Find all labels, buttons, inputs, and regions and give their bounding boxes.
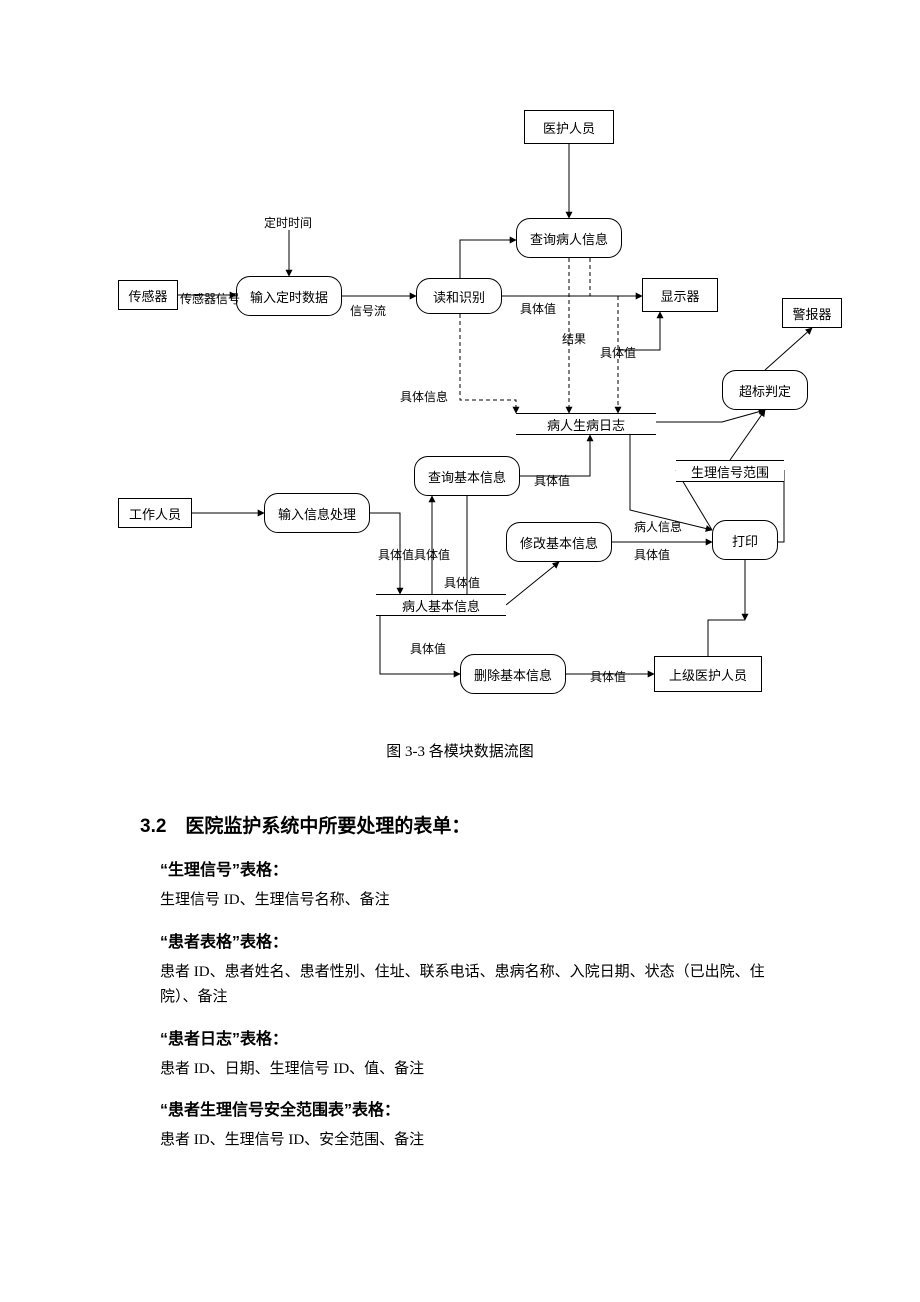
node-n_in_timed: 输入定时数据 <box>236 276 342 316</box>
edge-label: 病人信息 <box>634 518 682 535</box>
node-n_sensor: 传感器 <box>118 280 178 310</box>
node-n_senior: 上级医护人员 <box>654 656 762 692</box>
edge-label: 具体值 <box>600 344 636 361</box>
section-heading: 3.2 医院监护系统中所要处理的表单： <box>140 811 780 838</box>
node-n_display: 显示器 <box>642 278 718 312</box>
node-n_over: 超标判定 <box>722 370 808 410</box>
edge-label: 传感器信号 <box>180 290 240 307</box>
table-fields: 患者 ID、生理信号 ID、安全范围、备注 <box>160 1128 780 1154</box>
edge-label: 具体值 <box>520 300 556 317</box>
data-flow-diagram: 医护人员查询病人信息传感器 输入定时数据 读和识别 显示器警报器超标判定病人生病日志生… <box>0 0 920 700</box>
node-n_alarm: 警报器 <box>782 298 842 328</box>
edge-label: 具体值 <box>634 546 670 563</box>
table-heading: “患者生理信号安全范围表”表格： <box>160 1096 780 1120</box>
edge-label: 具体值 <box>414 546 450 563</box>
node-n_print: 打印 <box>712 520 778 560</box>
node-n_pbasic: 病人基本信息 <box>376 594 506 616</box>
node-n_d_basic: 删除基本信息 <box>460 654 566 694</box>
edge-label: 具体信息 <box>400 388 448 405</box>
table-fields: 患者 ID、日期、生理信号 ID、值、备注 <box>160 1057 780 1083</box>
node-n_q_basic: 查询基本信息 <box>414 456 520 496</box>
node-n_m_basic: 修改基本信息 <box>506 522 612 562</box>
node-n_read: 读和识别 <box>416 278 502 314</box>
node-n_query_pat: 查询病人信息 <box>516 218 622 258</box>
edge-label: 具体值 <box>444 574 480 591</box>
node-n_in_proc: 输入信息处理 <box>264 493 370 533</box>
edge-label: 具体值 <box>378 546 414 563</box>
table-heading: “生理信号”表格： <box>160 856 780 880</box>
node-n_worker: 工作人员 <box>118 498 192 528</box>
table-heading: “患者表格”表格： <box>160 928 780 952</box>
table-fields: 生理信号 ID、生理信号名称、备注 <box>160 888 780 914</box>
edge-label: 具体值 <box>590 668 626 685</box>
edge-label: 具体值 <box>410 640 446 657</box>
table-heading: “患者日志”表格： <box>160 1025 780 1049</box>
node-n_medstaff: 医护人员 <box>524 110 614 144</box>
edge-label: 信号流 <box>350 302 386 319</box>
edge-label: 结果 <box>562 330 586 347</box>
page: 医护人员查询病人信息传感器 输入定时数据 读和识别 显示器警报器超标判定病人生病日志生… <box>0 0 920 1224</box>
figure-caption: 图 3-3 各模块数据流图 <box>0 740 920 761</box>
table-fields: 患者 ID、患者姓名、患者性别、住址、联系电话、患病名称、入院日期、状态（已出院… <box>160 960 780 1011</box>
edge-label: 定时时间 <box>264 214 312 231</box>
node-n_range: 生理信号范围 <box>676 460 784 482</box>
node-n_plog: 病人生病日志 <box>516 413 656 435</box>
edge-label: 具体值 <box>534 472 570 489</box>
text-content: 3.2 医院监护系统中所要处理的表单： “生理信号”表格： 生理信号 ID、生理信… <box>0 811 920 1224</box>
